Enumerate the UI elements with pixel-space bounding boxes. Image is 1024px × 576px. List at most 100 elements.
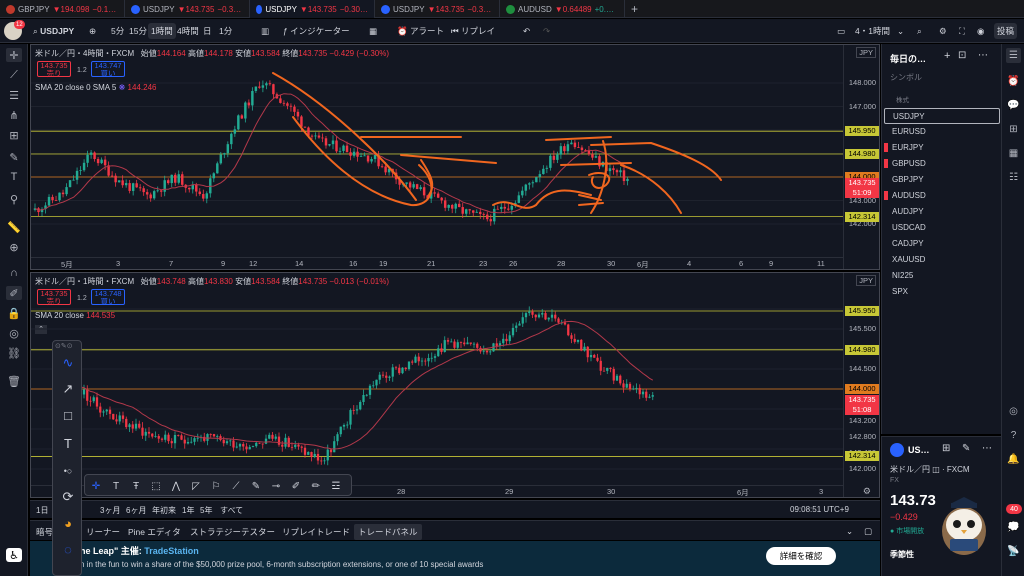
- range-6m[interactable]: 6ヶ月: [126, 506, 147, 515]
- undo-icon[interactable]: ↶: [523, 25, 531, 36]
- level-tag[interactable]: 145.950: [845, 306, 879, 316]
- watchlist-item-eurusd[interactable]: EURUSD: [884, 124, 1000, 140]
- pane1-price-axis[interactable]: JPY 148.000147.000146.000145.000144.0001…: [843, 45, 879, 269]
- range-all[interactable]: すべて: [220, 506, 244, 515]
- replay-circle-icon[interactable]: ◌: [64, 541, 72, 557]
- gear-icon[interactable]: ⚙: [939, 25, 947, 36]
- text-icon[interactable]: T: [112, 480, 120, 492]
- layout-icon[interactable]: ⊡: [958, 50, 967, 61]
- fib-icon[interactable]: ☰: [9, 89, 19, 102]
- replay-button[interactable]: ⏮ リプレイ: [451, 25, 496, 37]
- horizontal-ray-icon[interactable]: ⊸: [271, 480, 281, 492]
- ruler-icon[interactable]: 📏: [7, 221, 21, 234]
- brush-icon[interactable]: ✎: [9, 151, 19, 164]
- interval-15m[interactable]: 15分: [129, 26, 147, 36]
- interval-5m[interactable]: 5分: [111, 26, 125, 36]
- level-tag[interactable]: 142.314: [845, 211, 879, 222]
- watchlist-item-gbpjpy[interactable]: GBPJPY: [884, 172, 1000, 188]
- watchlist-item-xauusd[interactable]: XAUUSD: [884, 252, 1000, 268]
- watchlist-item-audusd[interactable]: AUDUSD: [884, 188, 1000, 204]
- tab-2-active[interactable]: USDJPY ▼143.735 −0.30…: [250, 0, 375, 18]
- collapse-panel-icon[interactable]: ⌄: [846, 526, 854, 536]
- buy-button-2[interactable]: 143.748 買い: [91, 289, 125, 306]
- watchlist-item-ni225[interactable]: NI225: [884, 268, 1000, 284]
- rect-select-icon[interactable]: ⬚: [151, 480, 161, 492]
- brush-tool-icon[interactable]: ✐: [291, 480, 301, 492]
- range-1d[interactable]: 1日: [36, 506, 49, 515]
- record-icon[interactable]: ◕: [64, 515, 72, 531]
- indicators-button[interactable]: ƒ インジケーター: [283, 26, 350, 36]
- order-qty[interactable]: 1.2: [77, 67, 87, 74]
- range-ytd[interactable]: 年初来: [152, 506, 176, 515]
- notifications-icon[interactable]: 🔔: [1007, 454, 1020, 465]
- alert-button[interactable]: ⏰ アラート: [397, 25, 444, 37]
- more-icon[interactable]: ⋯: [978, 50, 988, 61]
- panel-tab-strategy-tester[interactable]: ストラテジーテスター: [190, 527, 276, 537]
- sell-button-2[interactable]: 143.735 売り: [37, 289, 71, 306]
- layout-icon[interactable]: ▭: [837, 25, 846, 36]
- sma-legend[interactable]: SMA 20 close 0 SMA 5 ❋ 144.246: [35, 83, 157, 92]
- ideas-badge[interactable]: 40: [1006, 504, 1022, 514]
- banner-learn-more-button[interactable]: 詳細を確認: [766, 547, 836, 565]
- freehand-brush-icon[interactable]: ∿: [62, 355, 74, 370]
- templates-icon[interactable]: ▦: [369, 25, 378, 36]
- sma-legend-2[interactable]: SMA 20 close 144.535: [35, 311, 116, 320]
- search-icon[interactable]: ⌕: [917, 25, 922, 36]
- chevron-down-icon[interactable]: ⌄: [897, 25, 905, 36]
- projection-icon[interactable]: ⊞: [9, 129, 19, 142]
- symbol-search[interactable]: ⌕ USDJPY: [33, 25, 75, 37]
- measure-icon[interactable]: •○: [63, 466, 73, 476]
- panel-tab-trade-panel[interactable]: トレードパネル: [354, 524, 422, 540]
- watchlist-item-audjpy[interactable]: AUDJPY: [884, 204, 1000, 220]
- edit-icon[interactable]: ✎: [962, 443, 971, 454]
- level-tag[interactable]: 144.000: [845, 172, 879, 182]
- buy-button[interactable]: 143.747 買い: [91, 61, 125, 78]
- candle-type-icon[interactable]: ▥: [261, 25, 270, 36]
- pin-icon[interactable]: ⚐: [211, 480, 221, 492]
- interval-1h[interactable]: 1時間: [148, 23, 176, 39]
- layout-name[interactable]: 4・1時間: [855, 26, 890, 36]
- broadcast-icon[interactable]: 📡: [1007, 546, 1020, 557]
- currency-selector[interactable]: JPY: [856, 47, 876, 58]
- stack-icon[interactable]: ☲: [331, 480, 341, 492]
- watchlist-item-gbpusd[interactable]: GBPUSD: [884, 156, 1000, 172]
- help-icon[interactable]: ?: [1010, 430, 1017, 441]
- watchlist-item-cadjpy[interactable]: CADJPY: [884, 236, 1000, 252]
- crosshair-tool-icon[interactable]: ✛: [91, 480, 101, 492]
- ideas-icon[interactable]: ☷: [1009, 172, 1018, 183]
- watchlist-item-usdjpy[interactable]: USDJPY: [884, 108, 1000, 124]
- level-tag[interactable]: 145.950: [845, 126, 879, 137]
- pane1-plot[interactable]: [31, 45, 843, 257]
- new-tab-button[interactable]: +: [631, 2, 639, 16]
- watchlist-item-spx[interactable]: SPX: [884, 284, 1000, 300]
- signal-icon[interactable]: ◎: [1009, 406, 1018, 417]
- watchlist-title[interactable]: 毎日の…: [890, 54, 927, 64]
- palette-header[interactable]: ⊙✎⊙: [55, 343, 73, 350]
- sell-button[interactable]: 143.735 売り: [37, 61, 71, 78]
- watchlist-icon[interactable]: ☰: [1006, 48, 1021, 63]
- interval-1m[interactable]: 1分: [219, 26, 233, 36]
- panel-tab-crypto[interactable]: 暗号: [36, 527, 54, 537]
- refresh-icon[interactable]: ⟳: [62, 489, 74, 504]
- calendar-icon[interactable]: ▦: [1008, 148, 1019, 159]
- detail-symbol[interactable]: US…: [908, 445, 930, 455]
- range-5y[interactable]: 5年: [200, 506, 213, 515]
- stay-draw-icon[interactable]: ✐: [6, 286, 22, 300]
- grid-icon[interactable]: ⊞: [942, 443, 951, 454]
- panel-tab-screener[interactable]: リーナー: [86, 527, 121, 537]
- lock-icon[interactable]: 🔒: [7, 307, 21, 320]
- currency-selector-2[interactable]: JPY: [856, 275, 876, 286]
- pane2-time-axis[interactable]: 28 29 30 6月 3: [31, 485, 843, 497]
- sma-settings-icon[interactable]: ❋: [118, 83, 126, 92]
- alerts-icon[interactable]: ⏰: [1007, 76, 1020, 87]
- range-1y[interactable]: 1年: [182, 506, 195, 515]
- add-symbol-icon[interactable]: +: [944, 50, 951, 62]
- fullscreen-icon[interactable]: ⛶: [959, 25, 965, 36]
- watchlist-item-eurjpy[interactable]: EURJPY: [884, 140, 1000, 156]
- pane2-plot[interactable]: [31, 273, 843, 485]
- seasonality-header[interactable]: 季節性: [890, 550, 914, 559]
- chart-pane-1h[interactable]: 米ドル／円・1時間・FXCM 始値143.748 高値143.830 安値143…: [30, 272, 880, 498]
- pencil-icon[interactable]: ✎: [251, 480, 261, 492]
- order-qty-2[interactable]: 1.2: [77, 295, 87, 302]
- text-tool-icon[interactable]: T: [64, 435, 72, 451]
